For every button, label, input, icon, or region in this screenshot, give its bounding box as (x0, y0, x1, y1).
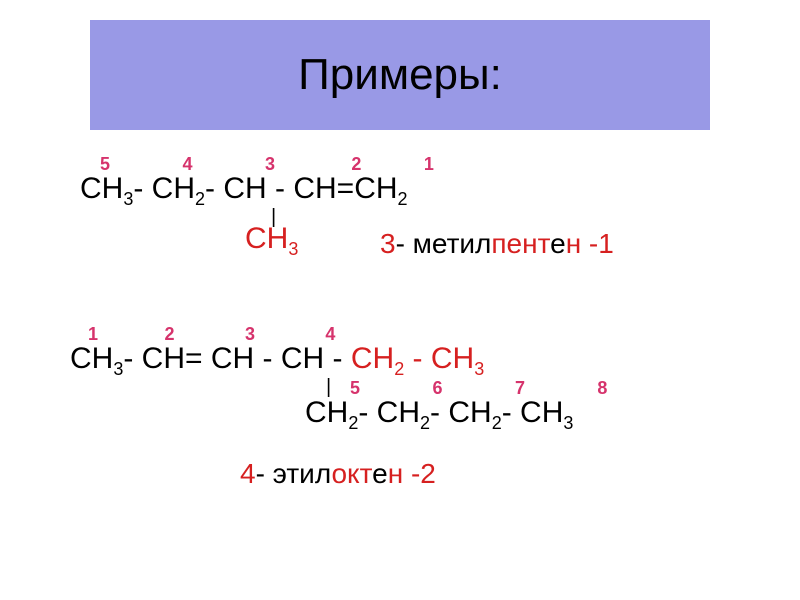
f2-n8: 8 (597, 378, 607, 398)
f1-n3: 3 (265, 154, 275, 174)
f2-n6: 6 (432, 378, 442, 398)
f2-n2: 2 (164, 324, 174, 344)
f2-name: 4- этилоктен -2 (240, 458, 436, 490)
f1-name: 3- метилпентен -1 (380, 228, 614, 260)
f2-n7: 7 (515, 378, 525, 398)
f1-n1: 1 (424, 154, 434, 174)
f1-n2: 2 (351, 154, 361, 174)
f2-n1: 1 (88, 324, 98, 344)
f1-n5: 5 (100, 154, 110, 174)
f1-n4: 4 (182, 154, 192, 174)
f2-n4: 4 (325, 324, 335, 344)
f2-n5: 5 (350, 378, 360, 398)
f1-main: CH3- CH2- CH - CH=CH2 (80, 172, 408, 210)
title-text: Примеры: (298, 50, 502, 100)
f1-branch: CH3 (245, 222, 298, 260)
f2-main: CH3- CH= CH - CH - CH2 - CH3 (70, 342, 484, 380)
title-banner: Примеры: (90, 20, 710, 130)
f2-branch: CH2- CH2- CH2- CH3 (305, 396, 573, 434)
f2-n3: 3 (245, 324, 255, 344)
